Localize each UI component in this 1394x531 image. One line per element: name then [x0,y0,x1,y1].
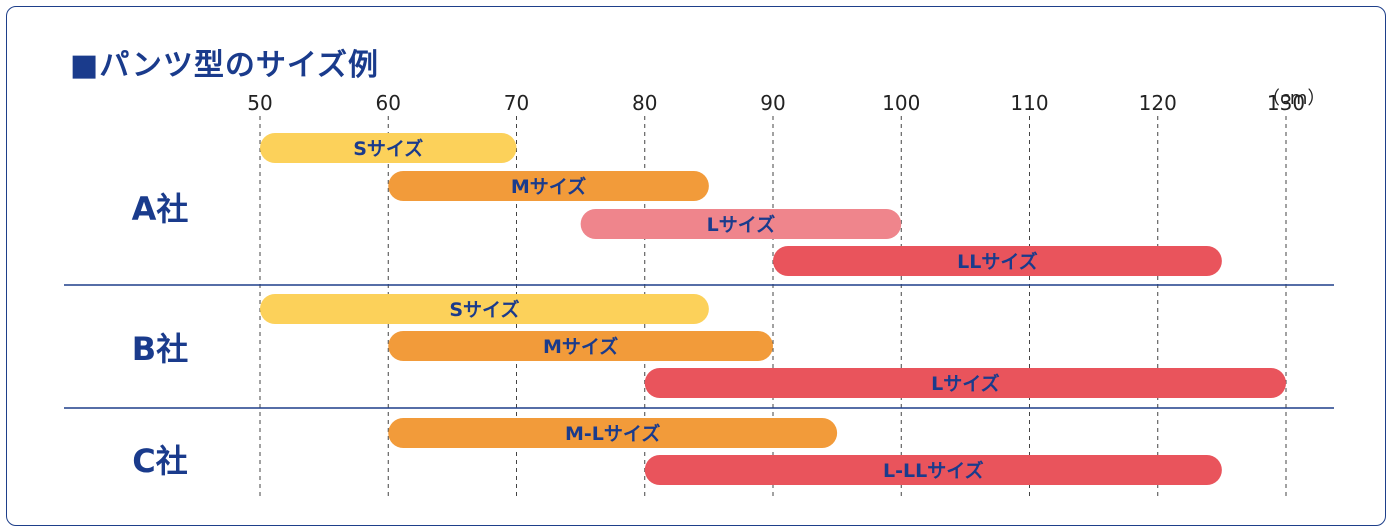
bar-label-1-3: Lサイズ [707,213,776,236]
bar-label-1-4: LLサイズ [957,250,1038,273]
bar-2-2 [388,331,773,361]
bar-1-2 [388,171,709,201]
tick-label-110: 110 [1010,91,1048,115]
unit-label: （cm） [1262,88,1326,109]
bar-2-1 [260,294,709,324]
bar-label-3-2: L-LLサイズ [883,459,984,482]
bar-2-3 [644,368,1286,398]
bar-3-1 [388,418,838,448]
bar-label-1-2: Mサイズ [511,175,586,198]
chart-title: ■パンツ型のサイズ例 [70,48,379,83]
company-label-3: C社 [132,442,188,480]
bar-label-1-1: Sサイズ [353,137,423,160]
bar-1-1 [260,133,517,163]
bar-3-2 [644,455,1222,485]
bar-label-2-3: Lサイズ [931,372,1000,395]
tick-label-50: 50 [247,91,272,115]
tick-label-80: 80 [632,91,657,115]
bar-label-2-2: Mサイズ [543,335,618,358]
company-label-1: A社 [132,190,189,228]
company-label-2: B社 [132,330,188,368]
bar-1-4 [773,246,1222,276]
tick-label-90: 90 [760,91,785,115]
bar-label-2-1: Sサイズ [449,298,519,321]
tick-label-120: 120 [1139,91,1177,115]
tick-label-100: 100 [882,91,920,115]
bar-label-3-1: M-Lサイズ [565,422,660,445]
tick-label-70: 70 [504,91,529,115]
tick-label-60: 60 [376,91,401,115]
tick-label-130: 130 [1267,91,1305,115]
bar-1-3 [580,209,902,239]
